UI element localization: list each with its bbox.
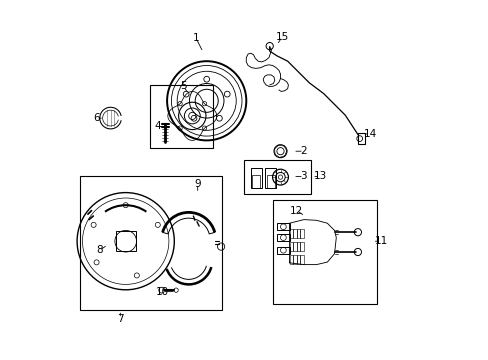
- Bar: [252, 175, 260, 188]
- Bar: [358, 133, 365, 144]
- Text: 8: 8: [96, 245, 103, 255]
- Bar: [300, 242, 303, 251]
- Bar: [272, 200, 376, 304]
- Text: 14: 14: [363, 129, 376, 139]
- Bar: [292, 229, 296, 238]
- Bar: [296, 242, 300, 251]
- Text: 10: 10: [156, 287, 169, 297]
- Bar: [276, 234, 289, 241]
- Text: 13: 13: [313, 171, 326, 181]
- Bar: [296, 255, 300, 264]
- Bar: [292, 242, 296, 251]
- Bar: [116, 231, 135, 251]
- Bar: [300, 229, 303, 238]
- Text: 7: 7: [117, 314, 123, 324]
- Bar: [150, 85, 213, 148]
- Bar: [289, 255, 292, 264]
- Text: 2: 2: [300, 146, 306, 156]
- Text: 9: 9: [194, 179, 201, 189]
- Text: 12: 12: [289, 206, 303, 216]
- Bar: [250, 168, 261, 188]
- Text: 3: 3: [300, 171, 306, 181]
- Text: 6: 6: [93, 113, 99, 123]
- Text: 1: 1: [192, 33, 199, 43]
- Bar: [266, 175, 274, 188]
- Text: 4: 4: [155, 121, 161, 131]
- Bar: [80, 176, 222, 310]
- Bar: [296, 229, 300, 238]
- Bar: [276, 247, 289, 254]
- Text: 15: 15: [275, 32, 288, 42]
- Bar: [244, 160, 310, 194]
- Bar: [265, 168, 276, 188]
- Text: 11: 11: [374, 236, 387, 246]
- Bar: [289, 242, 292, 251]
- Bar: [292, 255, 296, 264]
- Bar: [276, 223, 289, 230]
- Text: 5: 5: [180, 81, 186, 91]
- Bar: [289, 229, 292, 238]
- Bar: [300, 255, 303, 264]
